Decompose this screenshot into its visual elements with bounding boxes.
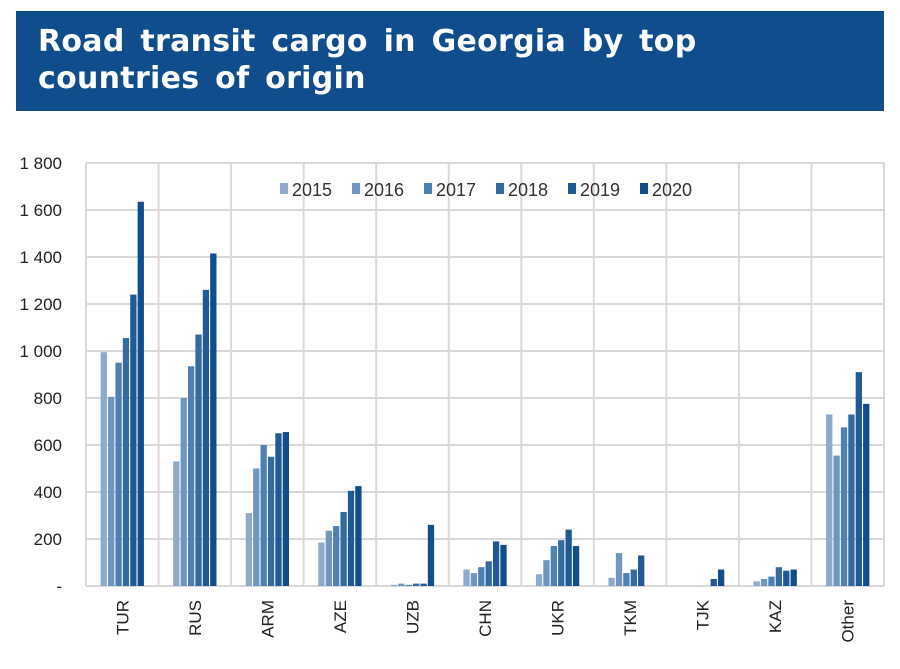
bar-other-2019 <box>855 372 862 586</box>
bar-rus-2018 <box>195 334 202 586</box>
bar-rus-2015 <box>173 461 180 586</box>
bar-tkm-2018 <box>630 569 637 586</box>
bar-ukr-2017 <box>550 546 557 586</box>
legend-swatch-2020 <box>640 183 648 194</box>
bar-chn-2018 <box>485 561 492 586</box>
bar-chn-2015 <box>463 569 470 586</box>
bar-ukr-2020 <box>572 546 580 586</box>
x-tick-label-uzb: UZB <box>403 600 422 634</box>
bar-tkm-2019 <box>638 555 645 586</box>
legend-swatch-2018 <box>496 183 504 194</box>
bar-other-2020 <box>863 403 870 586</box>
chart-title-line-2: countries of origin <box>38 61 366 96</box>
y-tick-label: 1 800 <box>19 154 62 173</box>
bar-uzb-2020 <box>427 524 435 586</box>
bar-ukr-2016 <box>543 560 550 586</box>
bar-uzb-2019 <box>420 583 427 586</box>
bar-tkm-2016 <box>615 553 623 586</box>
bar-tur-2016 <box>108 396 115 586</box>
bar-kaz-2016 <box>760 578 768 586</box>
bar-rus-2017 <box>187 366 195 586</box>
bar-chn-2017 <box>478 567 485 586</box>
legend-swatch-2017 <box>424 183 432 194</box>
x-tick-label-other: Other <box>839 600 858 643</box>
legend-swatch-2015 <box>280 183 288 194</box>
bar-uzb-2016 <box>398 583 405 586</box>
bar-kaz-2015 <box>753 581 760 586</box>
y-tick-label: 1 400 <box>19 248 62 267</box>
bar-arm-2016 <box>253 468 260 586</box>
title-banner: Road transit cargo in Georgia by top cou… <box>16 11 884 111</box>
x-tick-label-tur: TUR <box>113 600 132 635</box>
bar-aze-2016 <box>325 530 332 586</box>
bar-other-2018 <box>848 414 855 586</box>
y-tick-label: 200 <box>34 530 62 549</box>
y-tick-label: 600 <box>34 436 62 455</box>
chart-title-line-1: Road transit cargo in Georgia by top <box>38 24 697 59</box>
bar-arm-2015 <box>245 513 253 586</box>
y-tick-label: 400 <box>34 483 62 502</box>
bar-kaz-2017 <box>768 576 775 586</box>
bar-kaz-2018 <box>775 567 783 586</box>
bar-tkm-2015 <box>608 577 615 586</box>
legend-label-2016: 2016 <box>364 180 404 200</box>
bar-chart: - 200 400 600 800 1 000 1 200 1 400 1 600 1 800 TU… <box>19 154 885 643</box>
bar-other-2016 <box>833 455 840 586</box>
y-tick-label: 1 600 <box>19 201 62 220</box>
x-tick-label-rus: RUS <box>186 600 205 636</box>
bar-other-2015 <box>826 414 833 586</box>
x-tick-label-kaz: KAZ <box>766 600 785 633</box>
bar-tur-2018 <box>122 338 130 586</box>
bar-ukr-2018 <box>558 540 565 586</box>
bar-uzb-2018 <box>413 583 420 586</box>
bar-tur-2020 <box>137 201 144 586</box>
legend-swatch-2019 <box>568 183 576 194</box>
bar-chn-2019 <box>492 541 500 586</box>
bar-tur-2017 <box>115 362 122 586</box>
bar-uzb-2017 <box>405 584 412 586</box>
bar-arm-2018 <box>267 456 275 586</box>
bar-chn-2020 <box>500 544 507 586</box>
x-tick-label-tjk: TJK <box>694 599 713 630</box>
bar-arm-2020 <box>282 432 290 586</box>
bar-tjk-2020 <box>717 569 725 586</box>
bar-arm-2017 <box>260 445 267 586</box>
legend-label-2018: 2018 <box>508 180 548 200</box>
bar-tjk-2019 <box>710 578 717 586</box>
bar-aze-2019 <box>347 490 355 586</box>
x-tick-label-arm: ARM <box>258 600 277 638</box>
bar-tur-2015 <box>100 352 107 586</box>
x-tick-label-aze: AZE <box>331 600 350 633</box>
y-tick-label: - <box>56 577 62 596</box>
bar-ukr-2015 <box>535 574 543 586</box>
y-tick-label: 1 200 <box>19 295 62 314</box>
legend-swatch-2016 <box>352 183 360 194</box>
bar-chn-2016 <box>470 573 478 586</box>
bar-other-2017 <box>840 427 848 586</box>
bar-rus-2020 <box>210 253 217 586</box>
x-tick-label-chn: CHN <box>476 600 495 637</box>
bar-kaz-2020 <box>790 569 797 586</box>
bar-kaz-2019 <box>783 570 790 586</box>
bar-tkm-2017 <box>623 573 630 586</box>
bar-uzb-2015 <box>390 584 398 586</box>
x-tick-label-ukr: UKR <box>549 600 568 636</box>
bar-ukr-2019 <box>565 529 572 586</box>
bar-arm-2019 <box>275 433 282 586</box>
bar-aze-2015 <box>318 542 325 586</box>
bar-tur-2019 <box>130 294 137 586</box>
y-tick-label: 1 000 <box>19 342 62 361</box>
y-tick-label: 800 <box>34 389 62 408</box>
legend-label-2019: 2019 <box>580 180 620 200</box>
bar-rus-2016 <box>180 398 187 586</box>
bar-aze-2020 <box>355 486 362 586</box>
bar-aze-2017 <box>333 526 340 586</box>
legend-label-2017: 2017 <box>436 180 476 200</box>
legend-label-2020: 2020 <box>652 180 692 200</box>
bar-aze-2018 <box>340 511 347 586</box>
x-tick-label-tkm: TKM <box>621 600 640 636</box>
legend-label-2015: 2015 <box>292 180 332 200</box>
bar-rus-2019 <box>202 289 210 586</box>
